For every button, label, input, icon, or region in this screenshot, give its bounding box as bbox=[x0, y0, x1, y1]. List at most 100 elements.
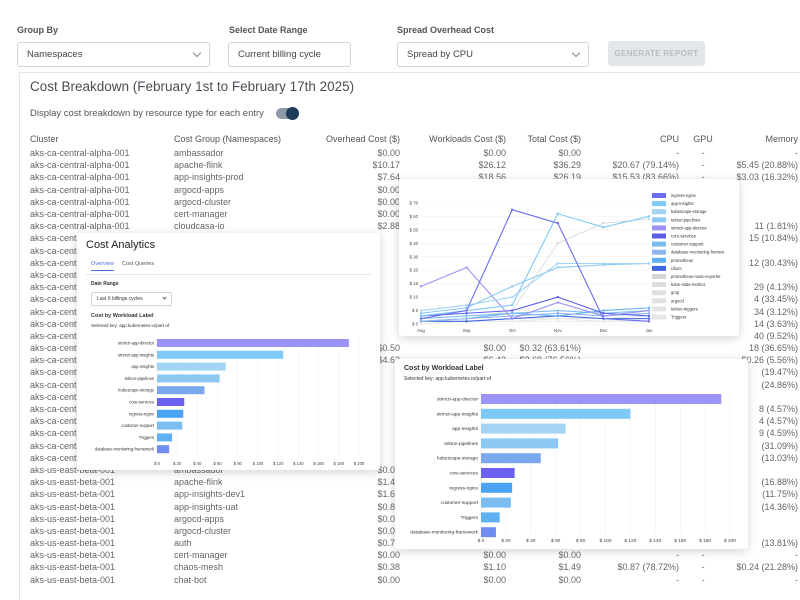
series-line[interactable] bbox=[420, 209, 650, 322]
data-point[interactable] bbox=[602, 320, 605, 323]
data-point[interactable] bbox=[511, 295, 514, 299]
data-point[interactable] bbox=[556, 242, 559, 245]
col-header-overhead[interactable]: Overhead Cost ($) bbox=[325, 134, 400, 144]
bar[interactable] bbox=[157, 362, 226, 371]
data-point[interactable] bbox=[602, 226, 605, 229]
bar[interactable] bbox=[481, 482, 513, 493]
data-point[interactable] bbox=[556, 301, 559, 304]
data-point[interactable] bbox=[465, 320, 468, 323]
data-point[interactable] bbox=[465, 266, 468, 269]
data-point[interactable] bbox=[647, 306, 651, 310]
data-point[interactable] bbox=[647, 312, 651, 315]
data-point[interactable] bbox=[419, 309, 423, 312]
data-point[interactable] bbox=[556, 295, 559, 299]
col-header-cluster[interactable]: Cluster bbox=[30, 134, 59, 144]
data-point[interactable] bbox=[511, 303, 514, 307]
bar[interactable] bbox=[157, 374, 220, 383]
series-line[interactable] bbox=[420, 262, 649, 312]
legend-swatch bbox=[652, 201, 666, 207]
data-point[interactable] bbox=[556, 221, 559, 225]
data-point[interactable] bbox=[465, 314, 468, 318]
cell-cost-group: app-insights-prod bbox=[174, 172, 244, 183]
data-point[interactable] bbox=[419, 312, 423, 315]
date-range-input[interactable]: Current billing cycle bbox=[228, 42, 351, 67]
data-point[interactable] bbox=[556, 266, 559, 269]
data-point[interactable] bbox=[511, 309, 514, 312]
bar[interactable] bbox=[157, 445, 170, 454]
data-point[interactable] bbox=[647, 314, 651, 318]
bar[interactable] bbox=[481, 438, 559, 449]
tab-overview[interactable]: Overview bbox=[91, 261, 114, 271]
bar[interactable] bbox=[157, 339, 349, 347]
data-point[interactable] bbox=[419, 322, 423, 326]
data-point[interactable] bbox=[602, 309, 605, 312]
col-header-memory[interactable]: Memory bbox=[765, 134, 798, 144]
bar[interactable] bbox=[157, 421, 183, 430]
data-point[interactable] bbox=[556, 314, 559, 318]
col-header-workloads[interactable]: Workloads Cost ($) bbox=[429, 134, 506, 144]
col-header-gpu[interactable]: GPU bbox=[693, 134, 713, 144]
col-header-total[interactable]: Total Cost ($) bbox=[527, 134, 581, 144]
data-point[interactable] bbox=[419, 317, 423, 320]
col-header-cost-group[interactable]: Cost Group (Namespaces) bbox=[174, 134, 282, 144]
bar[interactable] bbox=[157, 386, 205, 395]
data-point[interactable] bbox=[602, 262, 605, 265]
data-point[interactable] bbox=[419, 320, 423, 323]
data-point[interactable] bbox=[511, 208, 514, 211]
data-point[interactable] bbox=[465, 303, 468, 307]
data-point[interactable] bbox=[465, 317, 468, 320]
data-point[interactable] bbox=[647, 217, 651, 221]
group-by-select[interactable]: Namespaces bbox=[17, 42, 210, 67]
cell-cost-group: argocd-cluster bbox=[174, 196, 232, 207]
data-point[interactable] bbox=[602, 312, 605, 315]
bar[interactable] bbox=[481, 512, 500, 523]
bar[interactable] bbox=[481, 497, 511, 508]
data-point[interactable] bbox=[419, 314, 423, 318]
table-row: aks-ca-central-alpha-001 app-insights-pro… bbox=[28, 171, 800, 183]
bar[interactable] bbox=[481, 468, 515, 478]
generate-report-button[interactable]: GENERATE REPORT bbox=[608, 41, 705, 66]
data-point[interactable] bbox=[647, 320, 651, 323]
series-line[interactable] bbox=[420, 296, 650, 317]
data-point[interactable] bbox=[511, 285, 514, 288]
data-point[interactable] bbox=[647, 262, 651, 265]
data-point[interactable] bbox=[465, 309, 468, 312]
data-point[interactable] bbox=[647, 309, 651, 312]
data-point[interactable] bbox=[602, 221, 605, 225]
data-point[interactable] bbox=[511, 317, 514, 320]
data-point[interactable] bbox=[556, 312, 559, 315]
bar[interactable] bbox=[481, 423, 566, 434]
cell-memory: (31.09%) bbox=[761, 440, 798, 451]
data-point[interactable] bbox=[647, 317, 651, 320]
bar[interactable] bbox=[481, 394, 722, 404]
bar[interactable] bbox=[481, 408, 631, 419]
y-tick-label: $ 50 bbox=[410, 227, 419, 232]
data-point[interactable] bbox=[556, 262, 559, 265]
data-point[interactable] bbox=[647, 215, 651, 218]
data-point[interactable] bbox=[465, 312, 468, 315]
bar[interactable] bbox=[481, 527, 496, 538]
data-point[interactable] bbox=[511, 312, 514, 315]
data-point[interactable] bbox=[511, 320, 514, 323]
bar[interactable] bbox=[157, 409, 184, 418]
data-point[interactable] bbox=[602, 317, 605, 320]
data-point[interactable] bbox=[511, 314, 514, 318]
bar[interactable] bbox=[157, 350, 284, 359]
cell-cpu: $20.67 (79.14%) bbox=[612, 160, 679, 171]
bar[interactable] bbox=[157, 398, 185, 406]
tab-cost-queries[interactable]: Cost Queries bbox=[122, 261, 155, 267]
data-point[interactable] bbox=[556, 317, 559, 320]
data-point[interactable] bbox=[556, 320, 559, 323]
series-line[interactable] bbox=[420, 262, 650, 314]
breakdown-toggle[interactable] bbox=[276, 107, 299, 120]
col-header-cpu[interactable]: CPU bbox=[659, 134, 679, 144]
data-point[interactable] bbox=[419, 285, 423, 288]
bar[interactable] bbox=[157, 433, 173, 442]
data-point[interactable] bbox=[556, 212, 559, 215]
spread-overhead-select[interactable]: Spread by CPU bbox=[397, 42, 589, 67]
analytics-date-range-select[interactable]: Last 6 billings cycles bbox=[91, 292, 172, 306]
data-point[interactable] bbox=[556, 309, 559, 312]
series-line[interactable] bbox=[420, 310, 650, 320]
series-line[interactable] bbox=[420, 266, 650, 320]
bar[interactable] bbox=[481, 453, 541, 464]
